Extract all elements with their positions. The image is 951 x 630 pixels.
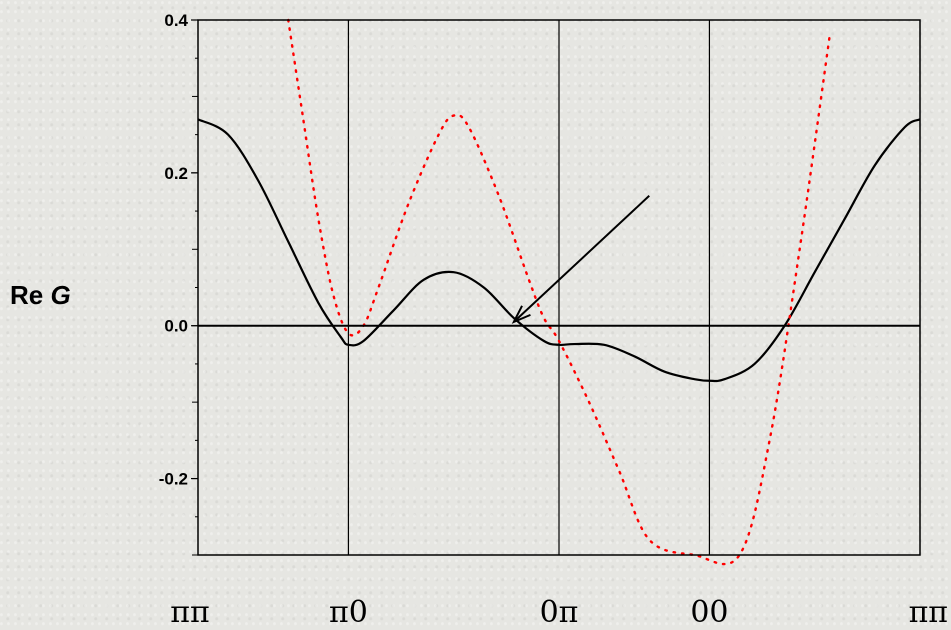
y-axis-label-variable: G — [50, 280, 71, 310]
x-tick-label-0: ππ — [170, 595, 209, 630]
annotation-arrow-head — [511, 305, 531, 324]
y-tick-label-3: -0.2 — [159, 470, 188, 489]
x-tick-label-3: 00 — [690, 595, 728, 630]
grid-layer — [347, 20, 711, 555]
x-tick-label-1: π0 — [329, 595, 368, 630]
series-layer — [197, 18, 921, 566]
y-axis-label-text: Re — [10, 280, 44, 310]
y-axis-ticks: 0.4 0.2 0.0 -0.2 — [159, 11, 189, 489]
x-tick-label-4: ππ — [909, 595, 948, 630]
series-line-1 — [287, 18, 831, 566]
axes-layer — [191, 19, 921, 556]
annotation-layer — [511, 195, 650, 324]
y-tick-label-0: 0.4 — [164, 11, 188, 30]
x-tick-label-2: 0π — [540, 595, 579, 630]
x-axis-labels: ππ π0 0π 00 ππ — [170, 595, 948, 630]
y-axis-label: Re G — [10, 280, 71, 311]
annotation-arrow-shaft — [513, 195, 650, 323]
y-tick-label-1: 0.2 — [164, 164, 188, 183]
series-line-0 — [197, 118, 921, 383]
y-tick-label-2: 0.0 — [164, 317, 188, 336]
